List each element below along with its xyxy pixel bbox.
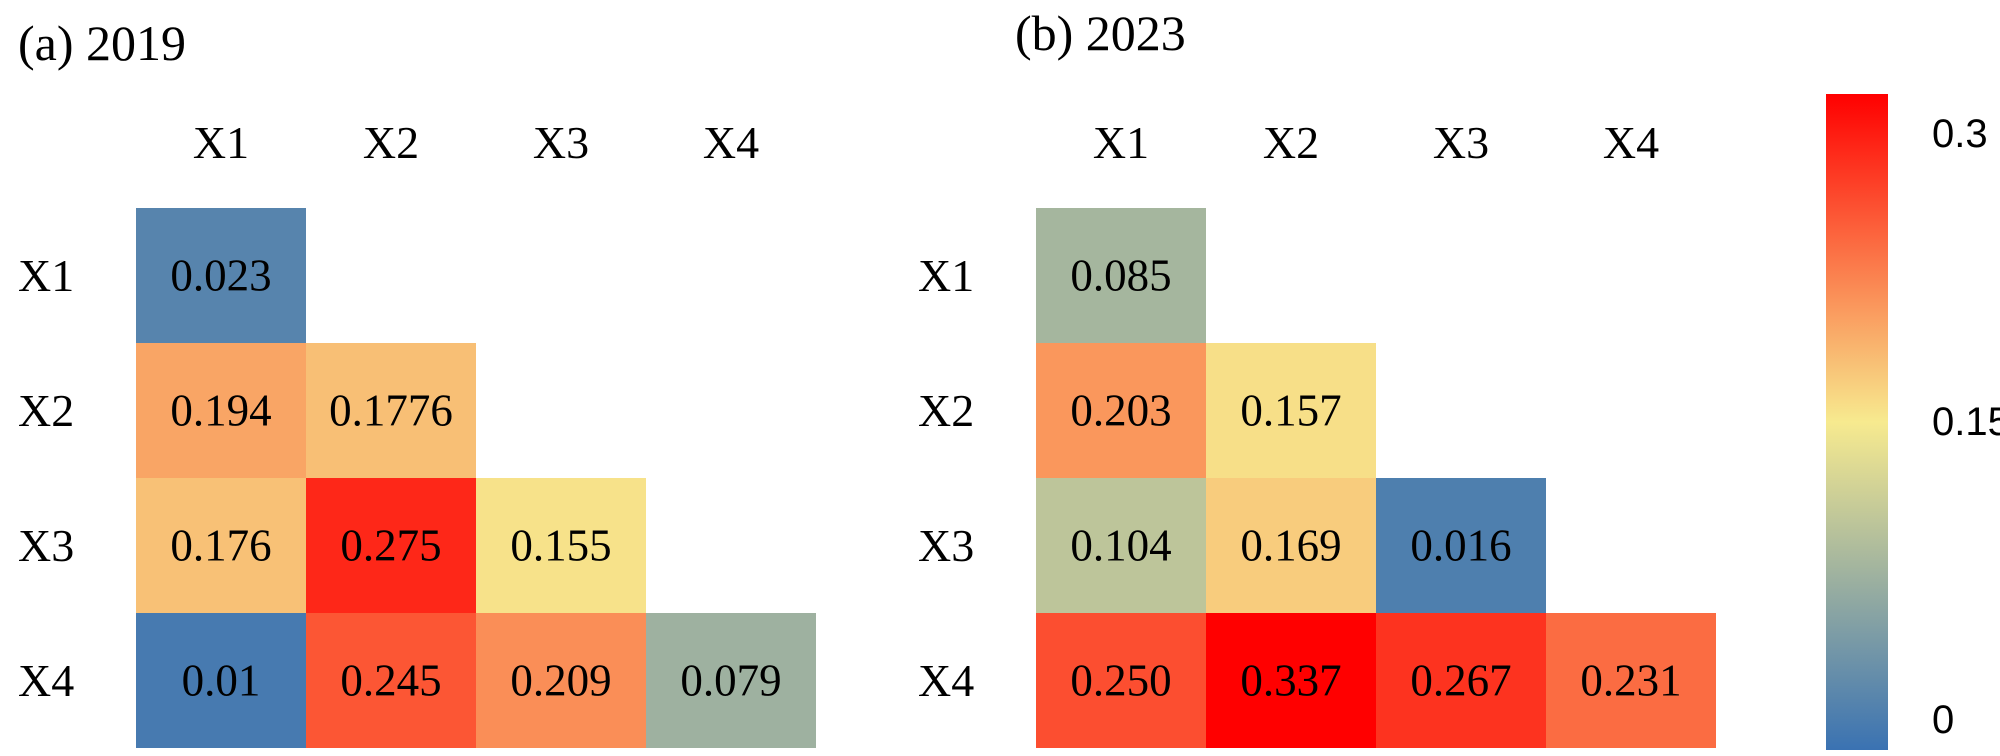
heatmap-cells-2019: 0.023 0.194 0.1776 0.176 0.275 0.155 0.01 0.245… bbox=[136, 208, 816, 748]
heatmap-cell-2023-r4-c3 bbox=[1376, 613, 1546, 748]
panel-title-2023: (b) 2023 bbox=[1015, 5, 1186, 61]
y-tick-label-2023-x3: X3 bbox=[918, 520, 974, 571]
colorbar-gradient bbox=[1826, 94, 1888, 750]
cell-value-label-2023-r2-c2: 0.157 bbox=[1240, 386, 1341, 436]
cell-value-label-2019-r4-c2: 0.245 bbox=[340, 656, 441, 706]
heatmap-panel-2019: (a) 2019 0.023 0.194 0.1776 0.176 0.275 0.155… bbox=[18, 15, 816, 748]
cell-value-label-2023-r2-c1: 0.203 bbox=[1070, 386, 1171, 436]
heatmap-cell-2019-r2-c2 bbox=[306, 343, 476, 478]
cell-value-label-2023-r3-c1: 0.104 bbox=[1070, 521, 1171, 571]
cell-value-label-2019-r3-c1: 0.176 bbox=[170, 521, 271, 571]
heatmap-cell-2019-r4-c4 bbox=[646, 613, 816, 748]
cell-value-label-2019-r4-c3: 0.209 bbox=[510, 656, 611, 706]
y-tick-label-2023-x4: X4 bbox=[918, 655, 974, 706]
cell-value-label-2019-r4-c4: 0.079 bbox=[680, 656, 781, 706]
colorbar-tick-label-0-15: 0.15 bbox=[1932, 400, 2000, 444]
heatmap-cell-2019-r3-c3 bbox=[476, 478, 646, 613]
x-tick-label-2019-x4: X4 bbox=[703, 117, 759, 168]
cell-value-label-2023-r4-c4: 0.231 bbox=[1580, 656, 1681, 706]
heatmap-cell-2023-r3-c2 bbox=[1206, 478, 1376, 613]
heatmap-cell-2019-r1-c1 bbox=[136, 208, 306, 343]
x-tick-label-2019-x2: X2 bbox=[363, 117, 419, 168]
colorbar: 0.3 0.15 0 bbox=[1826, 94, 2000, 750]
cell-value-label-2019-r3-c3: 0.155 bbox=[510, 521, 611, 571]
y-axis-labels-2019: X1 X2 X3 X4 bbox=[18, 250, 74, 706]
y-tick-label-2023-x1: X1 bbox=[918, 250, 974, 301]
heatmap-cells-2023: 0.085 0.203 0.157 0.104 0.169 0.016 0.250 0.337… bbox=[1036, 208, 1716, 748]
colorbar-tick-labels: 0.3 0.15 0 bbox=[1932, 112, 2000, 742]
x-tick-label-2023-x2: X2 bbox=[1263, 117, 1319, 168]
y-tick-label-2023-x2: X2 bbox=[918, 385, 974, 436]
heatmap-cell-2023-r2-c1 bbox=[1036, 343, 1206, 478]
x-tick-label-2023-x1: X1 bbox=[1093, 117, 1149, 168]
cell-value-label-2019-r2-c1: 0.194 bbox=[170, 386, 271, 436]
heatmap-cell-2019-r4-c2 bbox=[306, 613, 476, 748]
x-tick-label-2019-x1: X1 bbox=[193, 117, 249, 168]
cell-value-label-2023-r1-c1: 0.085 bbox=[1070, 251, 1171, 301]
cell-value-label-2023-r3-c3: 0.016 bbox=[1410, 521, 1511, 571]
heatmap-cell-2023-r4-c1 bbox=[1036, 613, 1206, 748]
cell-value-label-2019-r4-c1: 0.01 bbox=[182, 656, 261, 706]
x-tick-label-2023-x3: X3 bbox=[1433, 117, 1489, 168]
y-tick-label-2019-x4: X4 bbox=[18, 655, 74, 706]
x-tick-label-2019-x3: X3 bbox=[533, 117, 589, 168]
cell-value-label-2023-r4-c1: 0.250 bbox=[1070, 656, 1171, 706]
heatmap-cell-2023-r2-c2 bbox=[1206, 343, 1376, 478]
heatmap-cell-2023-r3-c3 bbox=[1376, 478, 1546, 613]
heatmap-cell-2019-r3-c2 bbox=[306, 478, 476, 613]
heatmap-cell-2023-r1-c1 bbox=[1036, 208, 1206, 343]
heatmap-cell-2019-r4-c1 bbox=[136, 613, 306, 748]
heatmap-cell-2019-r2-c1 bbox=[136, 343, 306, 478]
panel-title-2019: (a) 2019 bbox=[18, 15, 186, 71]
y-axis-labels-2023: X1 X2 X3 X4 bbox=[918, 250, 974, 706]
cell-value-label-2023-r4-c2: 0.337 bbox=[1240, 656, 1341, 706]
colorbar-tick-label-0-3: 0.3 bbox=[1932, 112, 1988, 156]
cell-value-label-2023-r4-c3: 0.267 bbox=[1410, 656, 1511, 706]
colorbar-tick-label-0: 0 bbox=[1932, 698, 1954, 742]
x-axis-labels-2023: X1 X2 X3 X4 bbox=[1093, 117, 1659, 168]
heatmap-cell-2019-r3-c1 bbox=[136, 478, 306, 613]
x-tick-label-2023-x4: X4 bbox=[1603, 117, 1659, 168]
y-tick-label-2019-x3: X3 bbox=[18, 520, 74, 571]
heatmap-cell-2023-r3-c1 bbox=[1036, 478, 1206, 613]
x-axis-labels-2019: X1 X2 X3 X4 bbox=[193, 117, 759, 168]
cell-value-label-2019-r1-c1: 0.023 bbox=[170, 251, 271, 301]
cell-value-label-2023-r3-c2: 0.169 bbox=[1240, 521, 1341, 571]
heatmap-cell-2023-r4-c2 bbox=[1206, 613, 1376, 748]
y-tick-label-2019-x1: X1 bbox=[18, 250, 74, 301]
heatmap-cell-2019-r4-c3 bbox=[476, 613, 646, 748]
cell-value-label-2019-r3-c2: 0.275 bbox=[340, 521, 441, 571]
heatmap-cell-2023-r4-c4 bbox=[1546, 613, 1716, 748]
y-tick-label-2019-x2: X2 bbox=[18, 385, 74, 436]
cell-value-label-2019-r2-c2: 0.1776 bbox=[329, 386, 453, 436]
